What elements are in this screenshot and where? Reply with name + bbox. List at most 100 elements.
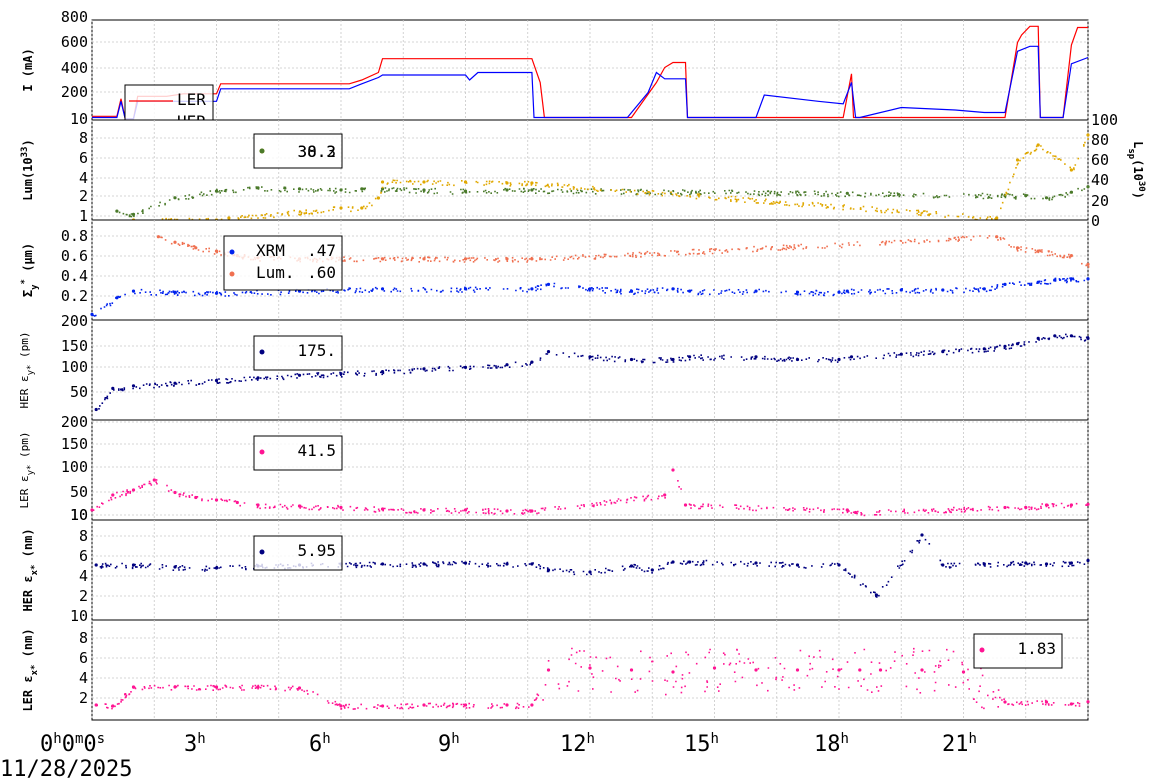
y2-tick-label: 20 bbox=[1091, 192, 1109, 210]
data-point bbox=[1086, 277, 1090, 281]
data-point bbox=[94, 563, 98, 567]
series-points-0 bbox=[94, 333, 1090, 412]
y-tick-label: 50 bbox=[70, 383, 88, 401]
x-tick-label: 21h bbox=[942, 731, 977, 757]
data-point bbox=[688, 289, 692, 293]
data-point bbox=[1086, 185, 1090, 189]
data-point bbox=[360, 206, 364, 210]
legend-box bbox=[223, 235, 343, 291]
data-point bbox=[530, 181, 534, 185]
y-tick-label: 150 bbox=[61, 435, 88, 453]
data-point bbox=[837, 668, 841, 672]
y-axis-label: LER εy* (pm) bbox=[18, 431, 36, 508]
data-point bbox=[754, 289, 758, 293]
legend-her_ey: 175. bbox=[253, 335, 343, 371]
y-tick-label: 2 bbox=[79, 187, 88, 205]
data-point bbox=[858, 668, 862, 672]
legend-ler_ey: 41.5 bbox=[253, 435, 343, 471]
series-layer bbox=[90, 235, 1090, 317]
legend-value: 30.3 bbox=[297, 142, 336, 161]
data-point bbox=[546, 668, 551, 672]
legend-marker bbox=[259, 148, 265, 154]
legend-box bbox=[973, 633, 1063, 669]
data-point bbox=[878, 668, 883, 672]
data-point bbox=[380, 704, 385, 708]
legend-value: 175. bbox=[297, 341, 336, 360]
legend-marker bbox=[229, 271, 235, 277]
y-tick-label: 4 bbox=[79, 169, 88, 187]
x-tick-label: 9h bbox=[438, 731, 460, 757]
legend-value: 38.2 bbox=[297, 142, 336, 161]
data-point bbox=[1003, 700, 1007, 704]
legend-value: 1.83 bbox=[1017, 639, 1056, 658]
legend-ler_ex: 1.83 bbox=[973, 633, 1063, 669]
legend-lum: 38.230.3 bbox=[253, 133, 343, 169]
x-axis: 0h0m0s 3h 6h 9h 12h 15h 18h 21h bbox=[40, 731, 977, 757]
y-tick-label: 100 bbox=[61, 458, 88, 476]
data-point bbox=[795, 563, 800, 567]
legend-marker bbox=[259, 449, 265, 455]
y-tick-label: 0.8 bbox=[61, 227, 88, 245]
y-tick-label: 800 bbox=[61, 8, 88, 26]
y-tick-label: 400 bbox=[61, 59, 88, 77]
legend-marker bbox=[259, 349, 265, 355]
x-tick-label: 3h bbox=[184, 731, 206, 757]
data-point bbox=[1086, 558, 1090, 563]
y-tick-label: 150 bbox=[61, 337, 88, 355]
data-point bbox=[376, 196, 380, 200]
panel-her_ex: 2 4 6 8 10 HER εx* (nm) 5.95 bbox=[21, 506, 1090, 621]
y-tick-label: 200 bbox=[61, 413, 88, 431]
data-point bbox=[115, 209, 119, 213]
y-tick-label: 6 bbox=[79, 649, 88, 667]
y2-tick-label: 80 bbox=[1091, 131, 1109, 149]
y-tick-label: 600 bbox=[61, 33, 88, 51]
data-point bbox=[629, 668, 634, 672]
legend-label: Lum. bbox=[256, 263, 295, 282]
y-tick-label: 10 bbox=[70, 506, 88, 524]
data-point bbox=[463, 257, 468, 261]
data-point bbox=[131, 212, 136, 216]
data-point bbox=[173, 490, 177, 495]
x-tick-label: 0h0m0s bbox=[40, 731, 105, 757]
y-tick-label: 10 bbox=[70, 110, 88, 128]
series-layer bbox=[94, 647, 1090, 710]
y-tick-label: 0.6 bbox=[61, 247, 88, 265]
data-point bbox=[339, 206, 343, 210]
panel-size: 0.2 0.4 0.6 0.8 Σy* (μm) XRM .47 Lum. .60 bbox=[20, 219, 1090, 321]
x-tick-label: 18h bbox=[814, 731, 849, 757]
data-point bbox=[671, 670, 675, 674]
data-point bbox=[422, 367, 426, 371]
data-point bbox=[297, 187, 302, 191]
y-tick-label: 1 bbox=[79, 207, 88, 225]
series-line-her bbox=[92, 45, 1089, 120]
data-point bbox=[131, 289, 136, 293]
y-axis-label: HER εy* (pm) bbox=[18, 331, 36, 408]
data-point bbox=[530, 703, 534, 707]
legend-marker bbox=[979, 647, 985, 653]
data-point bbox=[380, 287, 385, 291]
data-point bbox=[94, 407, 98, 412]
y-tick-label: 50 bbox=[70, 483, 88, 501]
y-tick-label: 0.2 bbox=[61, 287, 88, 305]
data-point bbox=[505, 363, 509, 367]
y2-axis-label: Lsp(1030) bbox=[1126, 141, 1146, 199]
data-point bbox=[795, 668, 800, 672]
y-tick-label: 100 bbox=[61, 358, 88, 376]
legend-value: .60 bbox=[307, 263, 336, 282]
data-point bbox=[1003, 505, 1007, 510]
data-point bbox=[156, 235, 160, 239]
data-point bbox=[227, 216, 231, 220]
y-tick-label: 6 bbox=[79, 547, 88, 565]
data-point bbox=[941, 288, 945, 292]
panel-ler_ey: 10 50 100 150 200 LER εy* (pm) 41.5 bbox=[18, 413, 1090, 524]
legend-box bbox=[253, 133, 343, 169]
y2-tick-label: 0 bbox=[1091, 212, 1100, 230]
data-point bbox=[849, 355, 854, 359]
legend-value: .47 bbox=[307, 241, 336, 260]
legend-size: XRM .47 Lum. .60 bbox=[223, 235, 343, 291]
data-point bbox=[1086, 262, 1090, 266]
data-point bbox=[152, 478, 156, 482]
